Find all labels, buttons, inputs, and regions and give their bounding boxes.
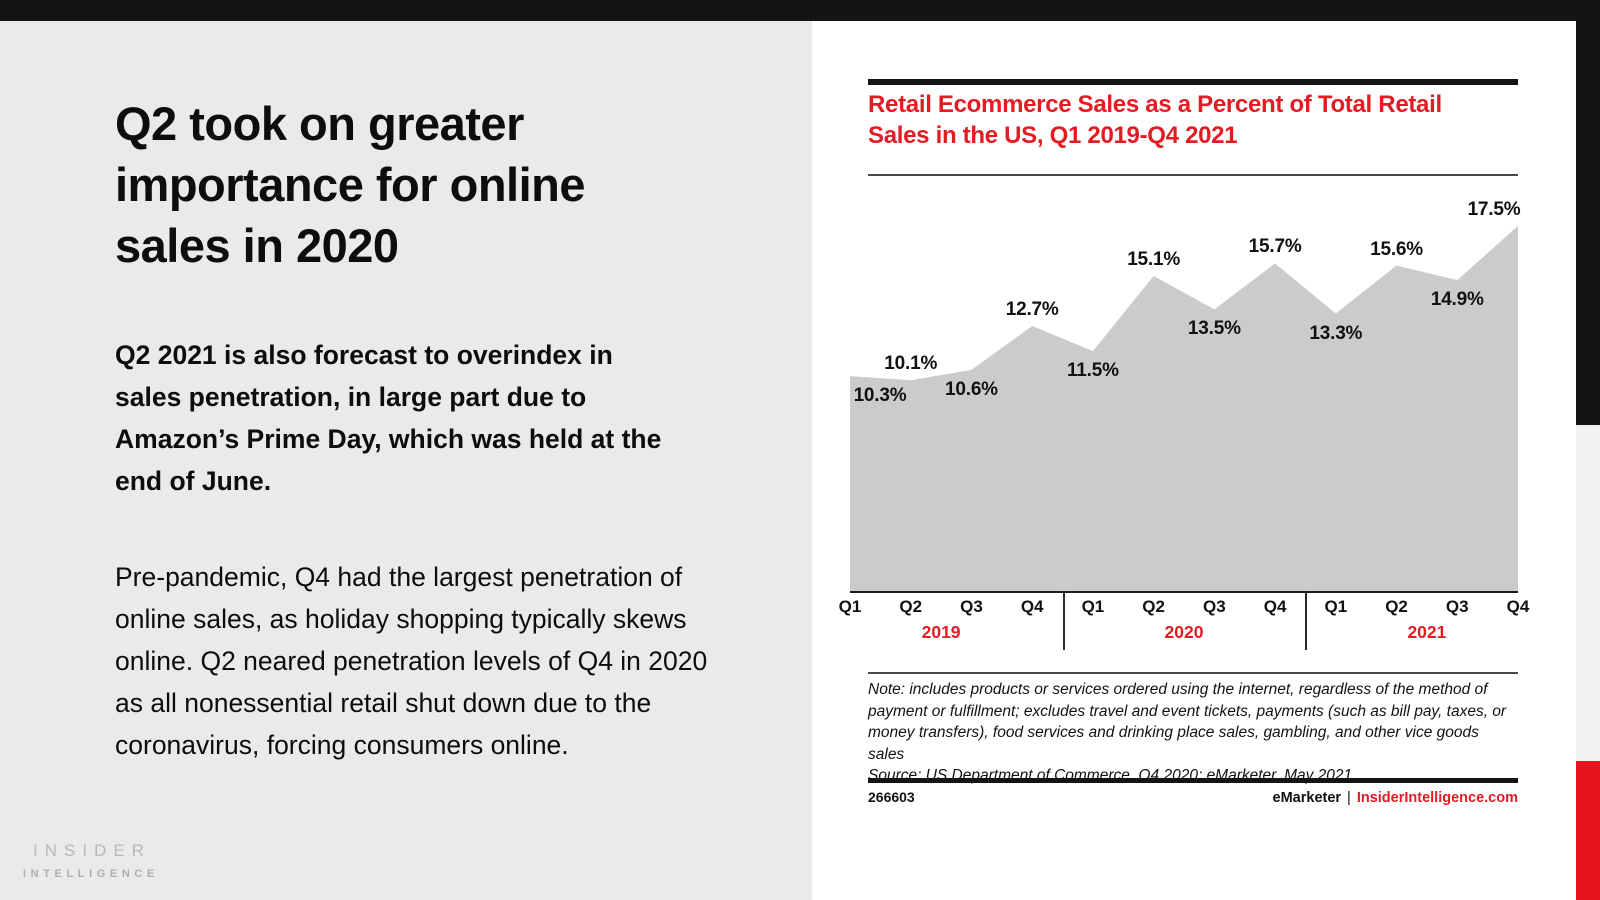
brand-website: InsiderIntelligence.com <box>1356 790 1518 806</box>
chart-title-line-1: Retail Ecommerce Sales as a Percent of T… <box>868 91 1442 118</box>
x-axis: Q1 Q2 Q3 Q4 Q1 Q2 Q3 Q4 Q1 Q2 Q3 Q4 2019 2020 2021 <box>839 591 1529 673</box>
data-point-label: 10.3% <box>853 385 907 407</box>
brand-emarketer: eMarketer <box>1272 790 1342 806</box>
chart-source: Source: US Department of Commerce, Q4 20… <box>868 767 1353 784</box>
year-label: 2021 <box>1407 622 1447 642</box>
chart-notes: Note: includes products or services orde… <box>868 679 1513 787</box>
data-point-label: 15.7% <box>1248 236 1302 258</box>
chart-content: Retail Ecommerce Sales as a Percent of T… <box>839 21 1529 900</box>
data-point-label: 15.6% <box>1370 238 1423 260</box>
data-point-label: 13.3% <box>1309 322 1363 344</box>
area-chart-svg <box>850 225 1518 591</box>
right-edge-strip <box>1576 0 1600 900</box>
slide-headline: Q2 took on greater importance for online… <box>115 97 586 272</box>
lead-paragraph: Q2 2021 is also forecast to overindex in… <box>115 340 662 496</box>
chart-panel: Retail Ecommerce Sales as a Percent of T… <box>812 21 1576 900</box>
chart-title: Retail Ecommerce Sales as a Percent of T… <box>868 89 1442 151</box>
title-top-rule <box>868 79 1518 85</box>
body-paragraph: Pre-pandemic, Q4 had the largest penetra… <box>115 562 708 760</box>
data-point-label: 11.5% <box>1066 360 1119 382</box>
right-strip-gray <box>1576 425 1600 761</box>
x-tick-label: Q1 <box>838 597 862 616</box>
x-tick-label: Q3 <box>1203 597 1226 616</box>
footer-rule <box>868 778 1518 783</box>
logo-wordmark-insider: INSIDER <box>33 841 151 860</box>
x-tick-label: Q2 <box>899 597 923 616</box>
year-divider <box>1305 591 1308 650</box>
x-tick-label: Q3 <box>960 597 983 616</box>
year-label: 2019 <box>921 622 961 642</box>
x-axis-line <box>850 591 1518 593</box>
data-point-label: 15.1% <box>1127 248 1181 270</box>
x-tick-label: Q3 <box>1445 597 1469 616</box>
year-divider <box>1062 591 1065 650</box>
right-strip-black <box>1576 0 1600 425</box>
x-tick-label: Q1 <box>1324 597 1348 616</box>
right-strip-red <box>1576 761 1600 900</box>
brand-separator: | <box>1347 790 1351 806</box>
note-top-rule <box>868 672 1518 674</box>
year-label: 2020 <box>1164 622 1204 642</box>
brand-line: eMarketer | InsiderIntelligence.com <box>1273 790 1518 806</box>
logo-wordmark-intelligence: INTELLIGENCE <box>23 868 159 880</box>
title-bottom-rule <box>868 174 1518 176</box>
area-chart: 10.3% 10.1% 10.6% 12.7% 11.5% 15.1% 13.5% 15.7%… <box>850 199 1521 591</box>
top-black-bar <box>0 0 1600 21</box>
data-point-label: 10.1% <box>884 353 938 375</box>
x-tick-label: Q2 <box>1385 597 1408 616</box>
data-point-label: 13.5% <box>1187 318 1241 340</box>
data-point-label: 12.7% <box>1005 299 1059 321</box>
data-point-label: 14.9% <box>1430 289 1484 311</box>
x-tick-label: Q4 <box>1506 597 1530 616</box>
chart-note: Note: includes products or services orde… <box>868 681 1507 763</box>
area-series <box>850 225 1518 591</box>
insider-intelligence-logo: INSIDER INTELLIGENCE <box>23 841 159 880</box>
left-text-panel: Q2 took on greater importance for online… <box>0 21 812 900</box>
data-point-label: 10.6% <box>945 378 998 400</box>
chart-title-line-2: Sales in the US, Q1 2019-Q4 2021 <box>868 122 1238 149</box>
x-tick-label: Q4 <box>1020 597 1044 616</box>
x-tick-label: Q4 <box>1263 597 1287 616</box>
x-tick-label: Q2 <box>1142 597 1165 616</box>
x-tick-label: Q1 <box>1081 597 1105 616</box>
chart-footer: 266603 eMarketer | InsiderIntelligence.com <box>868 789 1518 806</box>
chart-id: 266603 <box>868 789 915 805</box>
data-point-label: 17.5% <box>1467 198 1521 220</box>
